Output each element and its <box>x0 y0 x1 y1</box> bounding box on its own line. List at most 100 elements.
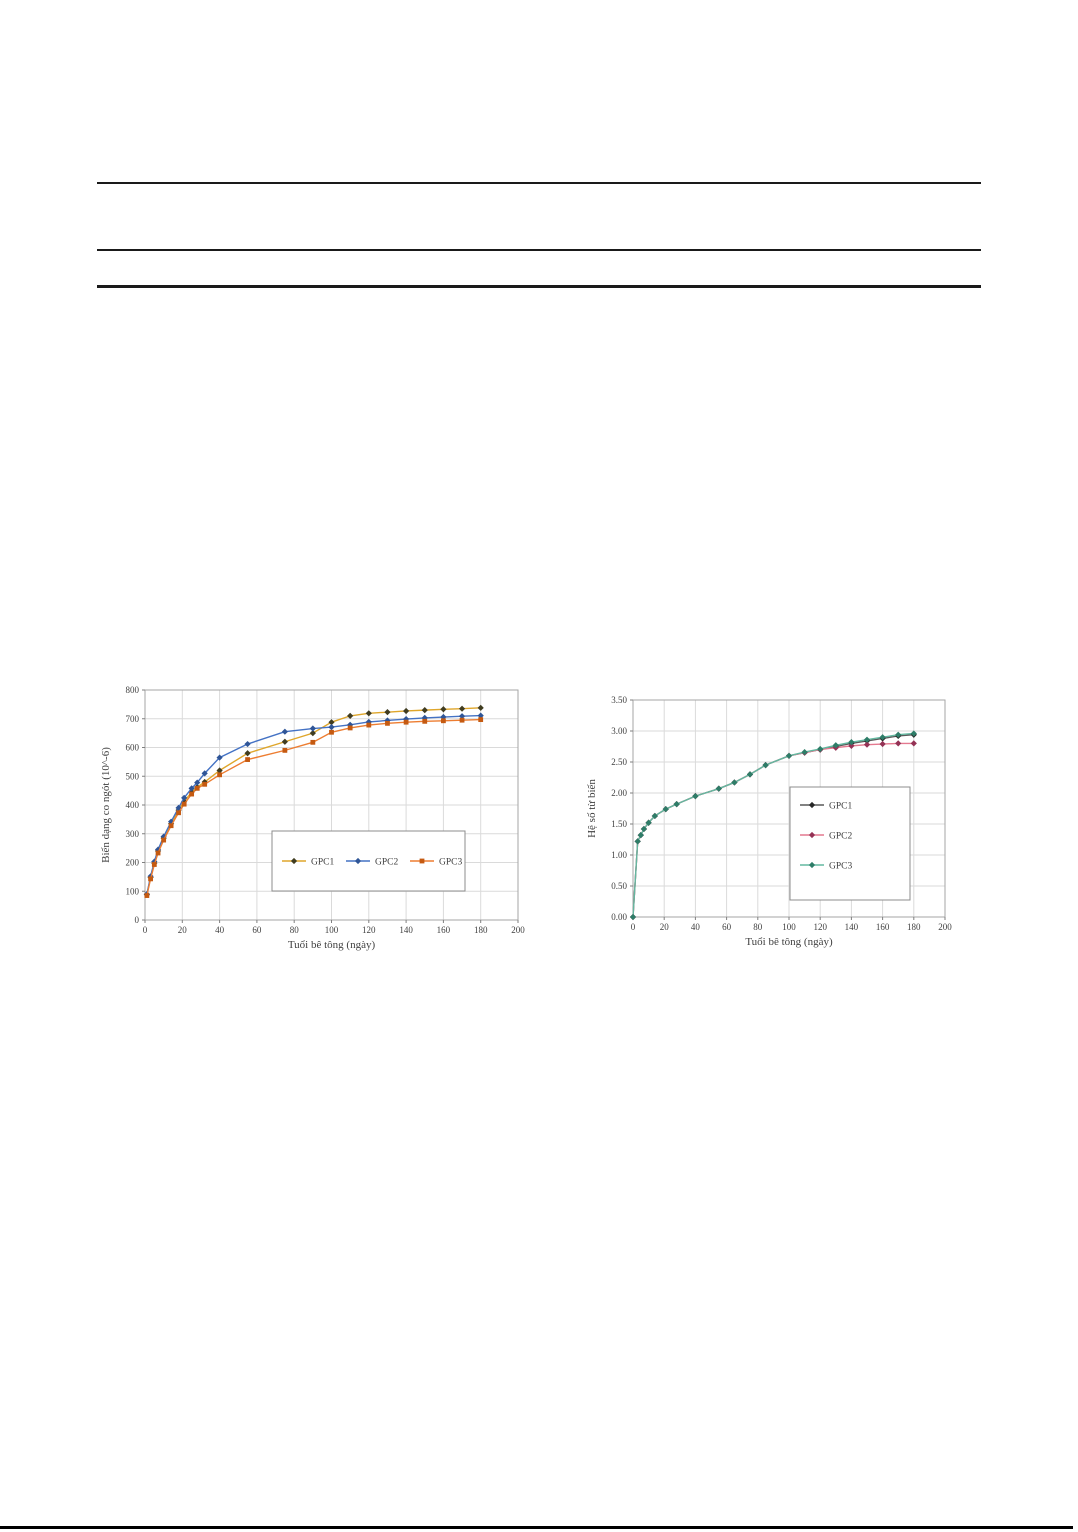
legend-marker-GPC3 <box>808 861 816 869</box>
x-tick-label: 140 <box>399 925 413 935</box>
series-marker-GPC2 <box>910 740 917 747</box>
series-marker-GPC3 <box>441 718 446 724</box>
series-marker-GPC3 <box>148 876 153 882</box>
x-tick-label: 180 <box>907 922 921 932</box>
y-tick-label: 2.00 <box>611 788 627 798</box>
y-axis-title: Biến dạng co ngót (10^-6) <box>100 747 112 863</box>
y-tick-label: 0 <box>135 915 140 925</box>
series-marker-GPC3 <box>366 722 372 728</box>
table-rule-bottom <box>97 285 981 288</box>
series-marker-GPC3 <box>863 736 871 743</box>
creep-coefficient-chart: 0 20 40 60 80 100 120 140 160 180 200 0.00 0.50 1.00 1… <box>586 695 952 948</box>
y-tick-label: 200 <box>126 858 140 868</box>
y-tick-label: 3.00 <box>611 726 627 736</box>
x-axis-title: Tuổi bê tông (ngày) <box>745 936 833 948</box>
series-marker-GPC1 <box>281 738 288 745</box>
y-tick-label: 700 <box>126 714 140 724</box>
series-marker-GPC1 <box>347 712 354 719</box>
series-marker-GPC1 <box>477 704 484 711</box>
legend-label-GPC3: GPC3 <box>439 858 462 868</box>
series-marker-GPC3 <box>459 717 465 723</box>
x-tick-label: 40 <box>215 925 225 935</box>
x-tick-label: 20 <box>660 922 670 932</box>
series-marker-GPC3 <box>347 725 353 731</box>
series-marker-GPC3 <box>746 771 754 778</box>
series-marker-GPC3 <box>673 801 680 808</box>
legend-marker-GPC2 <box>354 857 362 865</box>
series-marker-GPC1 <box>365 710 372 717</box>
legend-marker-GPC2 <box>808 831 816 839</box>
x-tick-label: 40 <box>691 922 701 932</box>
legend-label-GPC2: GPC2 <box>375 858 398 868</box>
series-marker-GPC3 <box>310 739 316 745</box>
series-marker-GPC3 <box>194 785 200 791</box>
y-tick-label: 100 <box>126 886 140 896</box>
series-marker-GPC3 <box>629 913 637 921</box>
legend-label-GPC2: GPC2 <box>829 832 852 842</box>
x-tick-label: 160 <box>437 925 451 935</box>
x-tick-label: 100 <box>782 922 796 932</box>
series-marker-GPC3 <box>161 837 167 843</box>
series-marker-GPC3 <box>422 718 428 724</box>
series-marker-GPC3 <box>817 745 824 753</box>
series-marker-GPC1 <box>244 750 251 757</box>
series-marker-GPC2 <box>440 713 447 721</box>
footer-bar <box>0 1526 1073 1529</box>
series-line-GPC3 <box>632 732 914 918</box>
x-tick-label: 120 <box>813 922 827 932</box>
legend-marker-GPC3 <box>419 858 425 864</box>
legend-label-GPC1: GPC1 <box>311 858 334 868</box>
y-axis-title: Hệ số từ biến <box>586 779 598 838</box>
y-tick-label: 3.50 <box>611 695 627 705</box>
series-marker-GPC2 <box>281 728 288 735</box>
series-marker-GPC1 <box>440 706 447 713</box>
series-marker-GPC3 <box>692 793 699 800</box>
series-marker-GPC2 <box>863 741 871 748</box>
y-tick-label: 1.00 <box>611 850 627 860</box>
x-tick-label: 60 <box>252 925 262 935</box>
y-tick-label: 2.50 <box>611 757 627 767</box>
x-tick-label: 0 <box>143 925 148 935</box>
series-marker-GPC2 <box>216 754 223 761</box>
legend-label-GPC1: GPC1 <box>829 802 852 812</box>
series-marker-GPC1 <box>458 705 466 712</box>
x-tick-label: 180 <box>474 925 488 935</box>
series-marker-GPC3 <box>801 748 808 756</box>
x-tick-label: 160 <box>876 922 890 932</box>
x-tick-label: 100 <box>325 925 339 935</box>
y-tick-label: 0.50 <box>611 881 627 891</box>
series-marker-GPC3 <box>848 739 855 746</box>
y-tick-label: 1.50 <box>611 819 627 829</box>
series-marker-GPC1 <box>421 707 428 714</box>
series-marker-GPC3 <box>151 862 157 867</box>
series-marker-GPC1 <box>328 719 335 726</box>
legend-label-GPC3: GPC3 <box>829 862 852 872</box>
series-marker-GPC3 <box>385 720 390 726</box>
series-marker-GPC3 <box>282 747 288 753</box>
series-marker-GPC3 <box>762 762 769 769</box>
x-axis-title: Tuổi bê tông (ngày) <box>288 939 376 951</box>
series-marker-GPC2 <box>309 725 316 732</box>
series-marker-GPC3 <box>168 823 174 829</box>
y-tick-label: 600 <box>126 743 140 753</box>
series-marker-GPC1 <box>384 709 391 716</box>
y-tick-label: 400 <box>126 800 140 810</box>
x-tick-label: 80 <box>290 925 300 935</box>
y-tick-label: 0.00 <box>611 912 627 922</box>
series-marker-GPC3 <box>176 810 181 816</box>
legend-marker-GPC1 <box>808 801 816 809</box>
series-marker-GPC3 <box>155 850 161 856</box>
series-marker-GPC3 <box>832 742 839 749</box>
series-marker-GPC3 <box>403 719 409 725</box>
x-tick-label: 200 <box>511 925 525 935</box>
table-rule-middle <box>97 249 981 251</box>
series-marker-GPC3 <box>634 838 641 845</box>
series-marker-GPC3 <box>731 779 738 786</box>
x-tick-label: 140 <box>845 922 859 932</box>
series-marker-GPC3 <box>637 832 644 839</box>
x-tick-label: 60 <box>722 922 732 932</box>
x-tick-label: 20 <box>178 925 188 935</box>
series-marker-GPC2 <box>895 740 902 747</box>
x-tick-label: 0 <box>631 922 636 932</box>
